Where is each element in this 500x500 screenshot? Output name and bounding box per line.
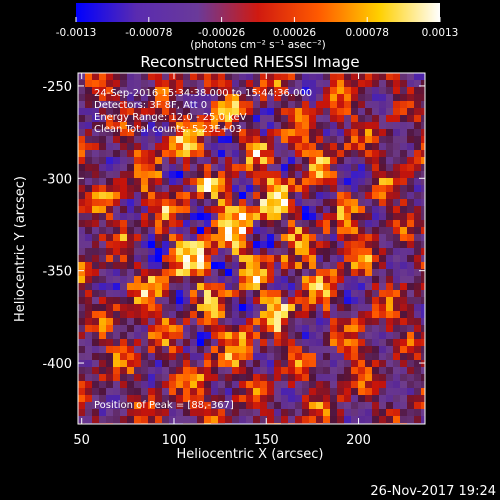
- annotation-time-range: 24-Sep-2016 15:34:38.000 to 15:44:36.000: [94, 88, 312, 99]
- y-tick-label: -250: [42, 80, 72, 95]
- peak-position-label: Position of Peak = [88,-367]: [94, 400, 234, 411]
- y-tick-label: -300: [42, 172, 72, 187]
- y-axis-title: Heliocentric Y (arcsec): [13, 176, 28, 322]
- y-tick-label: -400: [42, 357, 72, 372]
- plot-frame: [77, 72, 426, 425]
- colorbar-gradient: [76, 3, 440, 22]
- colorbar-tick-label: -0.00026: [198, 27, 246, 39]
- info-annotations: 24-Sep-2016 15:34:38.000 to 15:44:36.000…: [94, 88, 312, 135]
- colorbar-tick-label: 0.00026: [273, 27, 317, 39]
- heatmap-cells: [78, 73, 425, 424]
- annotation-detectors: Detectors: 3F 8F, Att 0: [94, 100, 207, 111]
- x-tick-label: 200: [346, 433, 371, 448]
- colorbar-tick-label: 0.0013: [422, 27, 459, 39]
- colorbar-label: (photons cm⁻² s⁻¹ asec⁻²): [190, 39, 325, 51]
- colorbar-tick-label: -0.00078: [125, 27, 172, 39]
- x-axis-title: Heliocentric X (arcsec): [177, 447, 324, 462]
- footer-timestamp: 26-Nov-2017 19:24: [370, 484, 496, 499]
- x-tick-label: 150: [254, 433, 279, 448]
- colorbar-ticks: -0.0013 -0.00078 -0.00026 0.00026 0.00078 0.0…: [56, 17, 459, 39]
- x-axis: 50 100 150 200: [73, 73, 371, 448]
- annotation-energy-range: Energy Range: 12.0 - 25.0 keV: [94, 112, 247, 123]
- colorbar-tick-label: -0.0013: [56, 27, 97, 39]
- annotation-clean-counts: Clean Total counts: 5.23E+03: [94, 124, 242, 135]
- colorbar-tick-label: 0.00078: [345, 27, 388, 39]
- x-tick-label: 50: [73, 433, 90, 448]
- x-tick-label: 100: [162, 433, 187, 448]
- plot-area: [78, 73, 425, 424]
- y-axis: -250 -300 -350 -400: [42, 80, 425, 372]
- y-tick-label: -350: [42, 265, 72, 280]
- plot-title: Reconstructed RHESSI Image: [140, 53, 359, 71]
- colorbar: -0.0013 -0.00078 -0.00026 0.00026 0.00078 0.0…: [56, 3, 459, 51]
